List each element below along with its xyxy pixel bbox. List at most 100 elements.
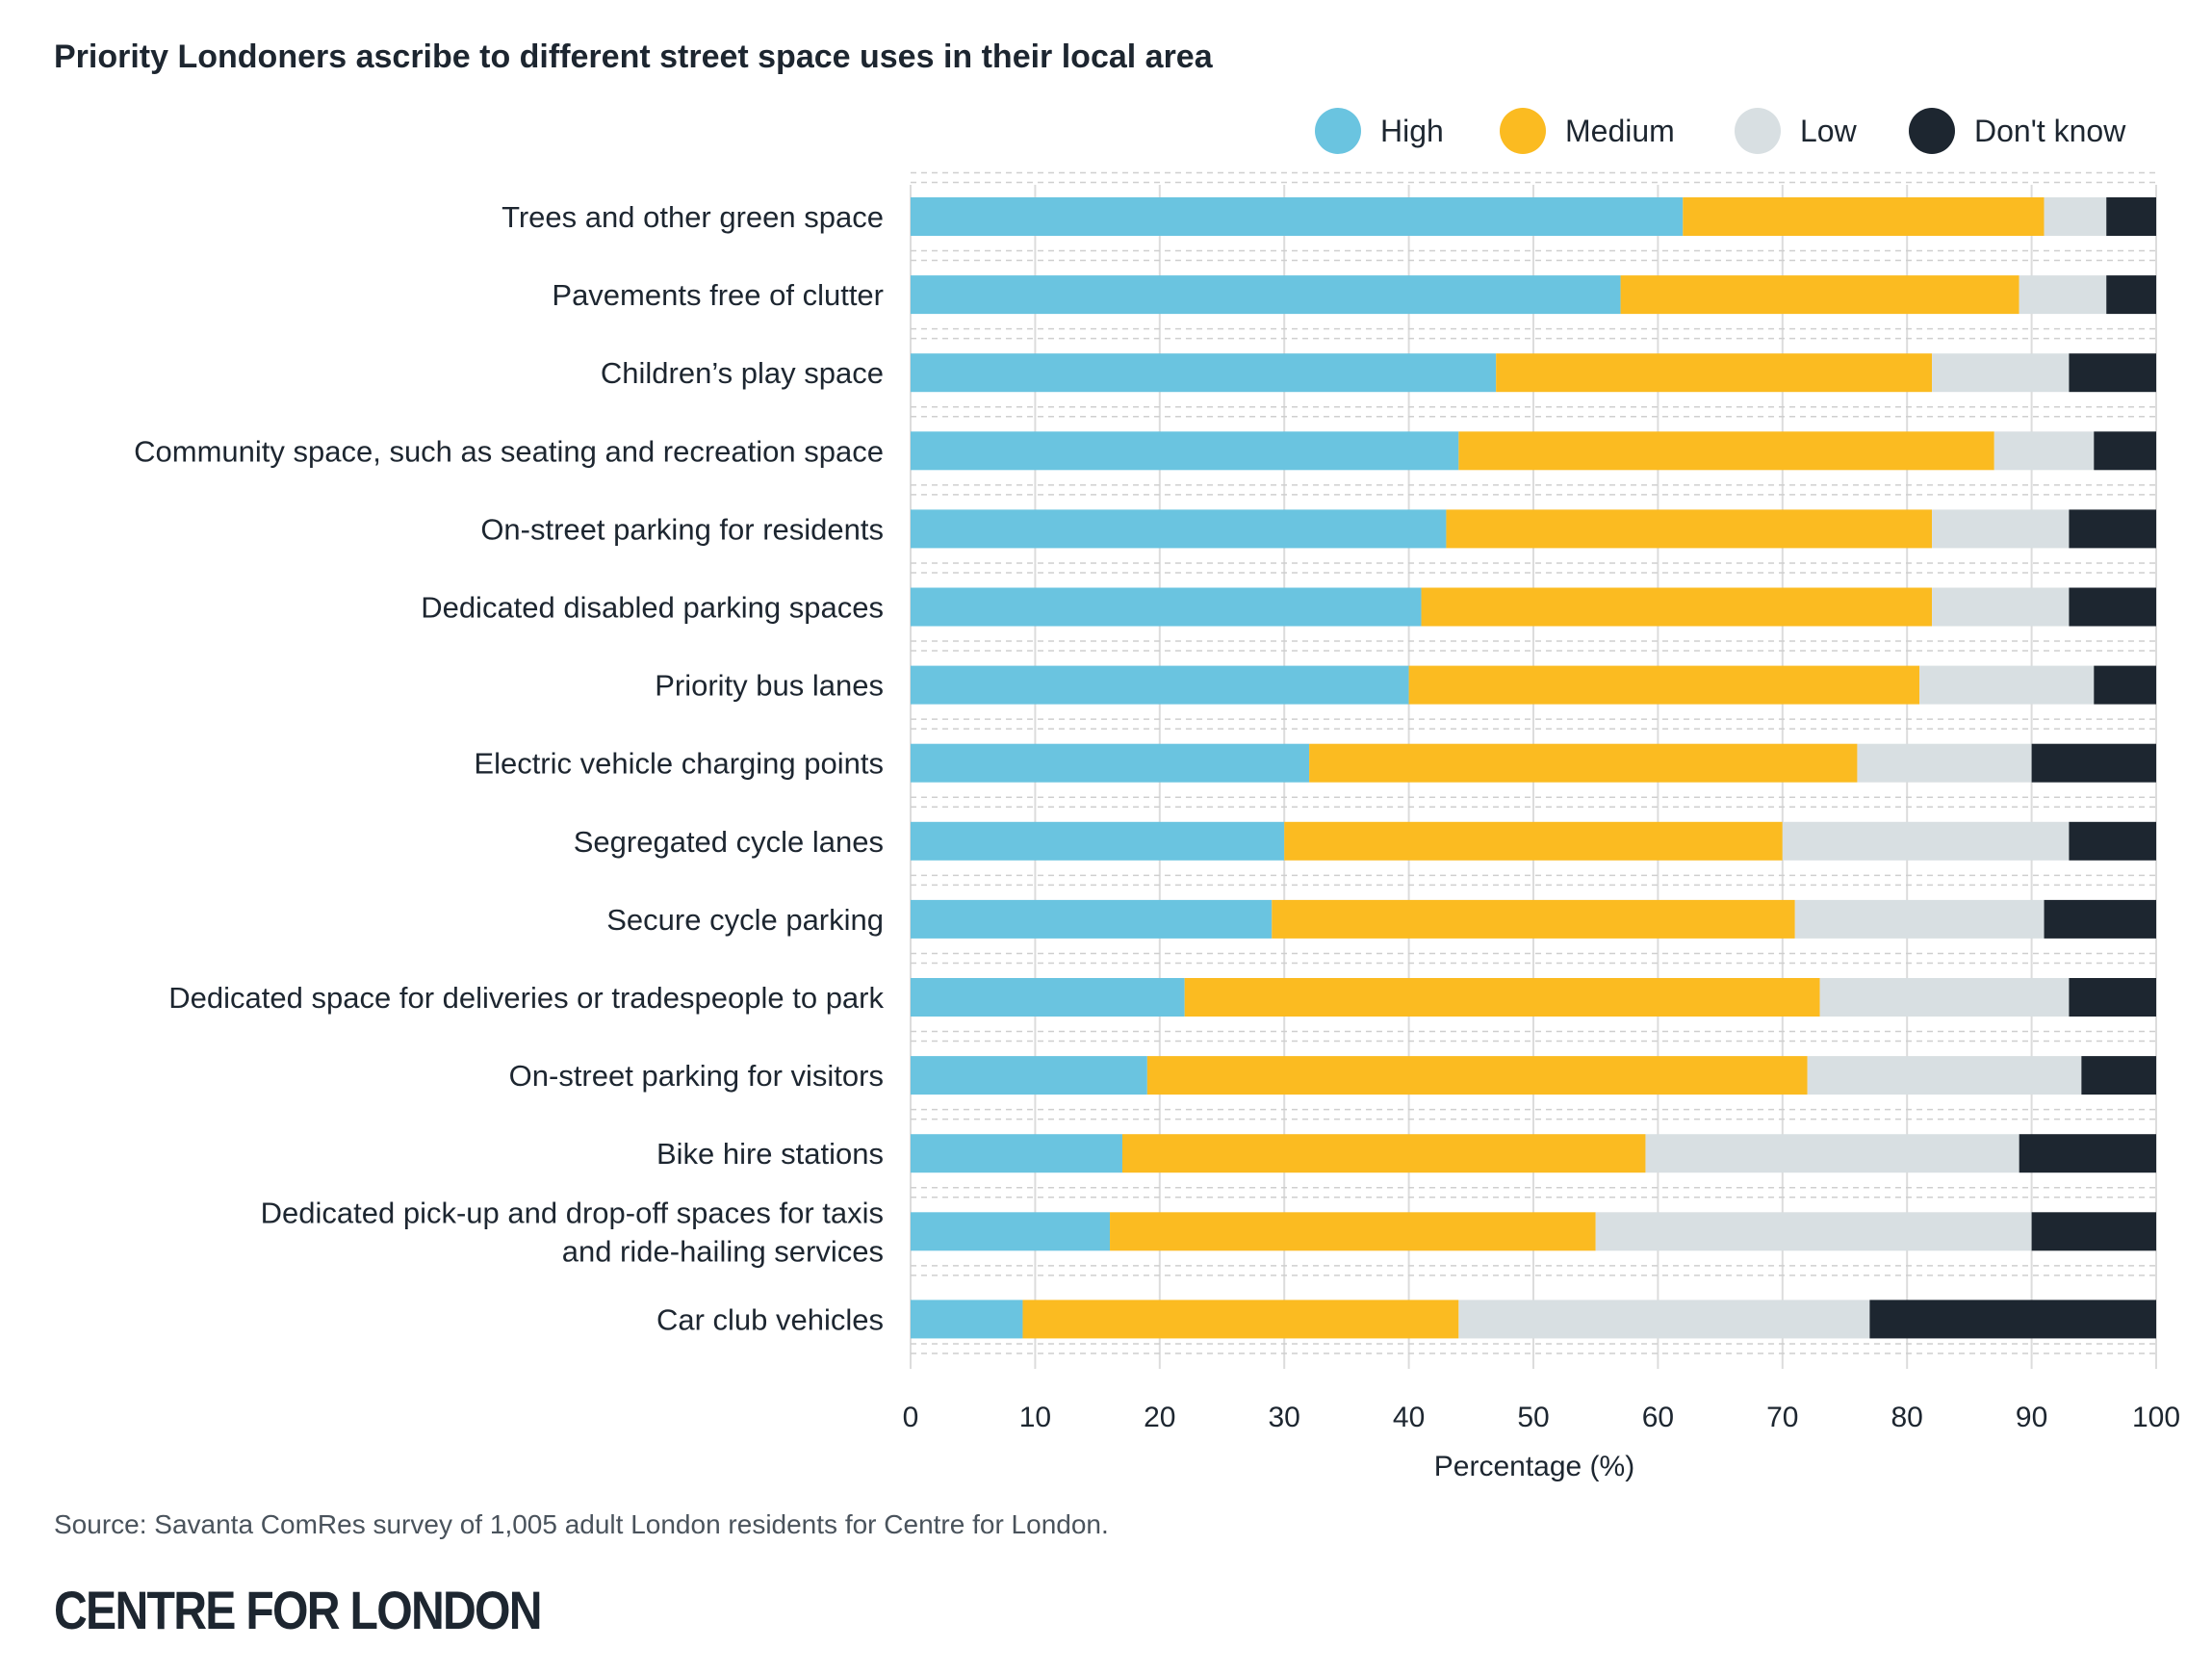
bar-segment xyxy=(2044,899,2156,939)
bar-segment xyxy=(2044,197,2107,236)
bar-segment xyxy=(1022,1300,1459,1339)
category-label: Dedicated space for deliveries or trades… xyxy=(168,981,884,1015)
bar-segment xyxy=(1421,587,1933,627)
bar-segment xyxy=(1932,587,2070,627)
bar-segment xyxy=(911,353,1497,393)
category-label: Priority bus lanes xyxy=(655,669,884,703)
x-tick-label: 40 xyxy=(1393,1402,1425,1433)
x-tick-label: 0 xyxy=(903,1402,919,1433)
legend-swatch xyxy=(1909,108,1955,154)
category-label: Dedicated pick-up and drop-off spaces fo… xyxy=(261,1196,884,1229)
bar-segment xyxy=(911,1056,1147,1095)
legend-label: Don't know xyxy=(1974,114,2126,148)
bar-segment xyxy=(1184,978,1820,1017)
bar-segment xyxy=(1857,743,2032,783)
bar-segment xyxy=(2069,821,2156,861)
category-label: Bike hire stations xyxy=(656,1137,884,1171)
bar-segment xyxy=(2069,509,2156,549)
legend-label: High xyxy=(1380,114,1444,148)
bar-segment xyxy=(911,1134,1122,1173)
bar-segment xyxy=(1272,899,1795,939)
bar-segment xyxy=(1309,743,1858,783)
bar-segment xyxy=(2019,1134,2156,1173)
bar-segment xyxy=(1595,1212,2032,1251)
bar-segment xyxy=(1408,665,1920,705)
bar-segment xyxy=(911,275,1621,315)
x-tick-label: 70 xyxy=(1766,1402,1798,1433)
source-note: Source: Savanta ComRes survey of 1,005 a… xyxy=(54,1509,1109,1539)
category-label: Electric vehicle charging points xyxy=(474,747,884,781)
category-label: Dedicated disabled parking spaces xyxy=(421,591,884,625)
category-label: On-street parking for visitors xyxy=(509,1059,884,1093)
category-label: and ride-hailing services xyxy=(562,1234,884,1268)
category-label: Trees and other green space xyxy=(502,200,884,234)
legend-swatch xyxy=(1315,108,1361,154)
bar-segment xyxy=(1620,275,2019,315)
bar-segment xyxy=(911,1212,1111,1251)
bar-segment xyxy=(1993,431,2095,471)
bar-segment xyxy=(2106,275,2156,315)
category-label: Secure cycle parking xyxy=(606,903,884,937)
category-labels: Trees and other green space Pavements fre… xyxy=(134,200,884,1336)
bar-segment xyxy=(1446,509,1933,549)
category-label: Car club vehicles xyxy=(656,1302,884,1336)
bar-segment xyxy=(2069,587,2156,627)
bar-segment xyxy=(911,1300,1023,1339)
bar-segment xyxy=(911,509,1447,549)
bar-segment xyxy=(1919,665,2095,705)
centre-for-london-logo: CENTRE FOR LONDON xyxy=(54,1580,543,1640)
category-label: Children’s play space xyxy=(601,356,884,390)
legend: High Medium Low Don't know xyxy=(1315,108,2126,154)
bar-segment xyxy=(1496,353,1933,393)
bar-segment xyxy=(2031,1212,2156,1251)
x-axis-ticks: 0 10 20 30 40 50 60 70 80 90 100 xyxy=(903,1402,2180,1433)
bar-segment xyxy=(911,899,1273,939)
bar-segment xyxy=(2069,978,2156,1017)
bar-segment xyxy=(2069,353,2156,393)
bar-segment xyxy=(1782,821,2070,861)
x-tick-label: 30 xyxy=(1269,1402,1300,1433)
bar-segment xyxy=(2106,197,2156,236)
x-tick-label: 80 xyxy=(1891,1402,1923,1433)
bar-segment xyxy=(2094,431,2156,471)
x-tick-label: 100 xyxy=(2132,1402,2180,1433)
bar-segment xyxy=(911,587,1422,627)
x-axis-label: Percentage (%) xyxy=(1434,1451,1634,1482)
bar-segment xyxy=(911,431,1459,471)
category-label: Pavements free of clutter xyxy=(552,278,884,312)
bar-segment xyxy=(1794,899,2045,939)
bar-segment xyxy=(2094,665,2156,705)
bar-segment xyxy=(2031,743,2156,783)
legend-label: Low xyxy=(1800,114,1858,148)
bar-segment xyxy=(1819,978,2070,1017)
bar-segment xyxy=(911,197,1684,236)
legend-swatch xyxy=(1500,108,1546,154)
x-tick-label: 90 xyxy=(2016,1402,2047,1433)
bars xyxy=(911,197,2156,1339)
bar-segment xyxy=(1284,821,1783,861)
category-label: Community space, such as seating and rec… xyxy=(134,434,884,468)
legend-swatch xyxy=(1735,108,1781,154)
chart-title: Priority Londoners ascribe to different … xyxy=(54,39,1213,75)
bar-segment xyxy=(1110,1212,1596,1251)
bar-segment xyxy=(1458,431,1994,471)
bar-segment xyxy=(1932,353,2070,393)
bar-segment xyxy=(1458,1300,1870,1339)
bar-segment xyxy=(1121,1134,1646,1173)
bar-segment xyxy=(911,821,1285,861)
bar-segment xyxy=(911,978,1185,1017)
bar-segment xyxy=(1807,1056,2082,1095)
bar-segment xyxy=(911,665,1409,705)
bar-segment xyxy=(1683,197,2045,236)
x-tick-label: 10 xyxy=(1019,1402,1051,1433)
category-label: Segregated cycle lanes xyxy=(574,825,884,859)
x-tick-label: 60 xyxy=(1642,1402,1674,1433)
x-tick-label: 50 xyxy=(1517,1402,1549,1433)
x-tick-label: 20 xyxy=(1144,1402,1175,1433)
bar-segment xyxy=(2081,1056,2156,1095)
bar-segment xyxy=(1932,509,2070,549)
category-label: On-street parking for residents xyxy=(480,512,884,546)
bar-segment xyxy=(1645,1134,2019,1173)
bar-segment xyxy=(1146,1056,1808,1095)
